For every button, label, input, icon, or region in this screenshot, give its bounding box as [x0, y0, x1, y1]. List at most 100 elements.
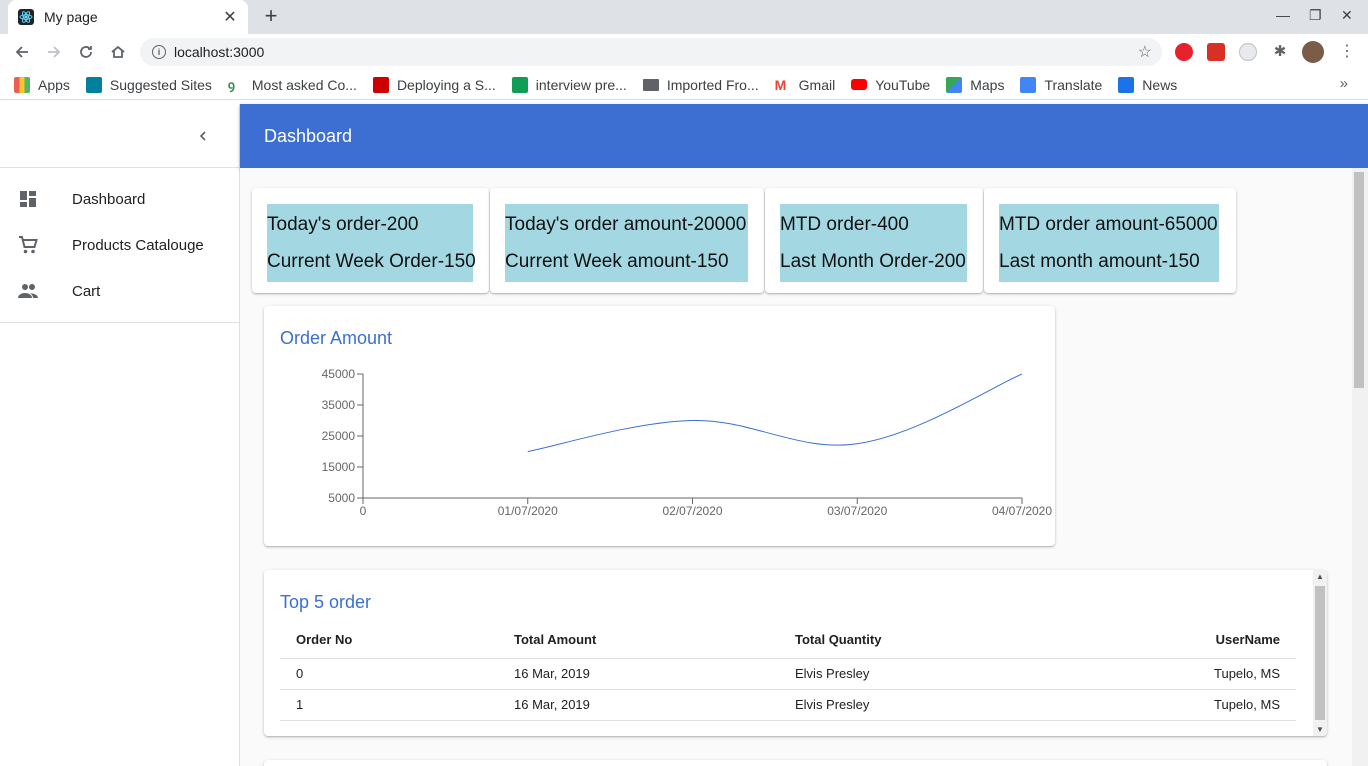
home-icon[interactable] — [107, 41, 129, 63]
gfg-icon: ꝯ — [227, 77, 235, 92]
cell-username: Tupelo, MS — [1043, 658, 1296, 690]
bookmark-translate[interactable]: Translate — [1020, 76, 1102, 93]
x-tick-label: 01/07/2020 — [498, 504, 558, 518]
stat-line: MTD order amount-65000 — [999, 214, 1218, 235]
profile-avatar[interactable] — [1302, 41, 1324, 63]
top-orders-table: Order No Total Amount Total Quantity Use… — [280, 622, 1296, 721]
stat-line: Today's order amount-20000 — [505, 214, 747, 235]
close-window-icon[interactable]: ✕ — [1341, 7, 1353, 23]
column-header: Total Quantity — [779, 622, 1044, 659]
back-icon[interactable] — [11, 41, 33, 63]
bookmark-apps[interactable]: Apps — [14, 76, 70, 93]
bookmark-youtube[interactable]: YouTube — [851, 77, 930, 93]
close-tab-icon[interactable]: ✕ — [223, 9, 237, 26]
bing-icon — [85, 76, 102, 93]
sidebar-item-products[interactable]: Products Catalouge — [0, 222, 239, 268]
bookmark-suggested-sites[interactable]: Suggested Sites — [85, 76, 212, 93]
scroll-down-icon[interactable]: ▼ — [1316, 725, 1324, 734]
top-orders-card: Top 5 order Order No Total Amount Total … — [264, 570, 1327, 736]
stat-box: MTD order-400 Last Month Order-200 — [780, 204, 967, 282]
reload-icon[interactable] — [75, 41, 97, 63]
translate-icon — [1020, 76, 1037, 93]
column-header: Order No — [280, 622, 498, 659]
stat-card-mtd-amount: MTD order amount-65000 Last month amount… — [984, 188, 1236, 293]
page-scrollbar-thumb[interactable] — [1354, 172, 1364, 388]
table-row[interactable]: 0 16 Mar, 2019 Elvis Presley Tupelo, MS — [280, 658, 1296, 690]
browser-menu-icon[interactable]: ⋮ — [1339, 43, 1355, 60]
y-tick-label: 25000 — [322, 429, 356, 443]
news-icon — [1118, 76, 1135, 93]
cell-username: Tupelo, MS — [1043, 689, 1296, 721]
x-tick-label: 0 — [360, 504, 367, 518]
cell-total-amount: 16 Mar, 2019 — [498, 658, 779, 690]
table-scrollbar[interactable]: ▲ ▼ — [1313, 570, 1327, 736]
sidebar-item-dashboard[interactable]: Dashboard — [0, 176, 239, 222]
column-header: Total Amount — [498, 622, 779, 659]
stat-card-mtd-orders: MTD order-400 Last Month Order-200 — [765, 188, 983, 293]
next-card — [264, 760, 1327, 766]
app-root: Dashboard Products Catalouge Cart Dashbo… — [0, 104, 1368, 766]
react-logo-icon — [18, 9, 34, 25]
sidebar-nav: Dashboard Products Catalouge Cart — [0, 168, 239, 323]
table-row[interactable]: 1 16 Mar, 2019 Elvis Presley Tupelo, MS — [280, 689, 1296, 721]
app-bar: Dashboard — [240, 104, 1368, 168]
address-bar[interactable]: i localhost:3000 ☆ — [140, 38, 1162, 66]
minimize-icon[interactable]: — — [1276, 7, 1290, 23]
cell-total-quantity: Elvis Presley — [779, 689, 1044, 721]
bookmark-imported[interactable]: Imported Fro... — [642, 77, 759, 93]
stat-box: Today's order amount-20000 Current Week … — [505, 204, 748, 282]
stat-card-today-orders: Today's order-200 Current Week Order-150 — [252, 188, 489, 293]
new-tab-icon[interactable]: + — [264, 3, 278, 28]
order-amount-card: Order Amount 5000 15000 25000 35000 45000 0 01… — [264, 306, 1055, 546]
page-scrollbar[interactable] — [1352, 168, 1368, 766]
x-tick-label: 03/07/2020 — [827, 504, 887, 518]
order-amount-chart: 5000 15000 25000 35000 45000 0 01/07/2020 02/07… — [322, 367, 1053, 518]
bookmark-star-icon[interactable]: ☆ — [1137, 44, 1152, 61]
stat-line: Current Week amount-150 — [505, 251, 729, 272]
youtube-icon — [851, 79, 868, 90]
stat-box: Today's order-200 Current Week Order-150 — [267, 204, 476, 282]
cell-total-amount: 16 Mar, 2019 — [498, 689, 779, 721]
bookmark-news[interactable]: News — [1118, 76, 1177, 93]
url-text: localhost:3000 — [174, 44, 265, 60]
more-bookmarks-icon[interactable]: » — [1339, 75, 1348, 92]
sidebar: Dashboard Products Catalouge Cart — [0, 104, 240, 766]
red-doc-icon — [372, 76, 389, 93]
bookmark-gmail[interactable]: M Gmail — [774, 76, 836, 93]
tab-strip: My page ✕ + — ❐ ✕ — [0, 0, 1368, 34]
sidebar-item-cart[interactable]: Cart — [0, 268, 239, 314]
scroll-up-icon[interactable]: ▲ — [1316, 572, 1324, 581]
gmail-icon: M — [774, 76, 787, 93]
maps-icon — [946, 76, 963, 93]
chevron-left-icon[interactable] — [191, 124, 215, 148]
apps-grid-icon — [14, 76, 30, 93]
stat-line: Last Month Order-200 — [780, 251, 966, 272]
extensions-puzzle-icon[interactable]: ✱ — [1273, 43, 1287, 60]
sidebar-item-label: Products Catalouge — [72, 236, 204, 254]
extension-adblock-icon[interactable] — [1175, 43, 1193, 61]
cell-order-no: 0 — [280, 658, 498, 690]
browser-tab[interactable]: My page ✕ — [8, 0, 248, 34]
bookmark-maps[interactable]: Maps — [946, 76, 1004, 93]
chart-title: Order Amount — [280, 328, 393, 348]
extension-red-icon[interactable] — [1207, 43, 1225, 61]
table-title: Top 5 order — [280, 592, 372, 612]
order-amount-line — [527, 373, 1023, 452]
bookmark-most-asked[interactable]: ꝯ Most asked Co... — [227, 76, 357, 93]
shopping-cart-icon — [16, 233, 40, 257]
x-tick-label: 02/07/2020 — [662, 504, 722, 518]
stat-line: Last month amount-150 — [999, 251, 1200, 272]
forward-icon[interactable] — [43, 41, 65, 63]
y-tick-label: 45000 — [322, 367, 356, 381]
cell-total-quantity: Elvis Presley — [779, 658, 1044, 690]
table-scrollbar-thumb[interactable] — [1315, 586, 1325, 720]
y-tick-label: 15000 — [322, 460, 356, 474]
extension-clock-icon[interactable] — [1239, 43, 1257, 61]
bookmark-interview[interactable]: interview pre... — [511, 76, 627, 93]
restore-icon[interactable]: ❐ — [1309, 7, 1322, 23]
dashboard-icon — [16, 187, 40, 211]
y-tick-label: 5000 — [328, 491, 355, 505]
bookmark-deploying[interactable]: Deploying a S... — [372, 76, 496, 93]
site-info-icon[interactable]: i — [152, 45, 166, 59]
sidebar-header — [0, 104, 239, 168]
